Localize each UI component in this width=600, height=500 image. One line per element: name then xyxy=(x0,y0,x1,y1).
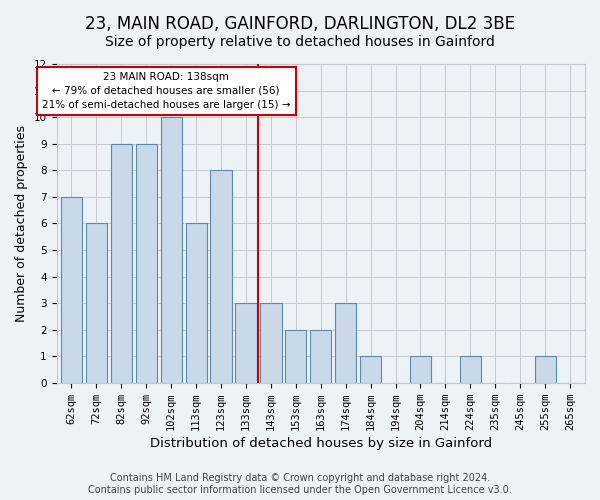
Text: 23, MAIN ROAD, GAINFORD, DARLINGTON, DL2 3BE: 23, MAIN ROAD, GAINFORD, DARLINGTON, DL2… xyxy=(85,15,515,33)
Bar xyxy=(211,170,232,383)
Text: Contains HM Land Registry data © Crown copyright and database right 2024.
Contai: Contains HM Land Registry data © Crown c… xyxy=(88,474,512,495)
Y-axis label: Number of detached properties: Number of detached properties xyxy=(15,125,28,322)
Bar xyxy=(360,356,381,383)
Bar xyxy=(161,117,182,383)
Text: 23 MAIN ROAD: 138sqm
← 79% of detached houses are smaller (56)
21% of semi-detac: 23 MAIN ROAD: 138sqm ← 79% of detached h… xyxy=(42,72,290,110)
Bar xyxy=(136,144,157,383)
Bar xyxy=(61,197,82,383)
Bar xyxy=(310,330,331,383)
Text: Size of property relative to detached houses in Gainford: Size of property relative to detached ho… xyxy=(105,35,495,49)
Bar xyxy=(410,356,431,383)
Bar xyxy=(535,356,556,383)
X-axis label: Distribution of detached houses by size in Gainford: Distribution of detached houses by size … xyxy=(150,437,492,450)
Bar xyxy=(285,330,307,383)
Bar xyxy=(460,356,481,383)
Bar xyxy=(335,303,356,383)
Bar xyxy=(111,144,132,383)
Bar xyxy=(235,303,257,383)
Bar xyxy=(86,224,107,383)
Bar xyxy=(185,224,207,383)
Bar xyxy=(260,303,281,383)
